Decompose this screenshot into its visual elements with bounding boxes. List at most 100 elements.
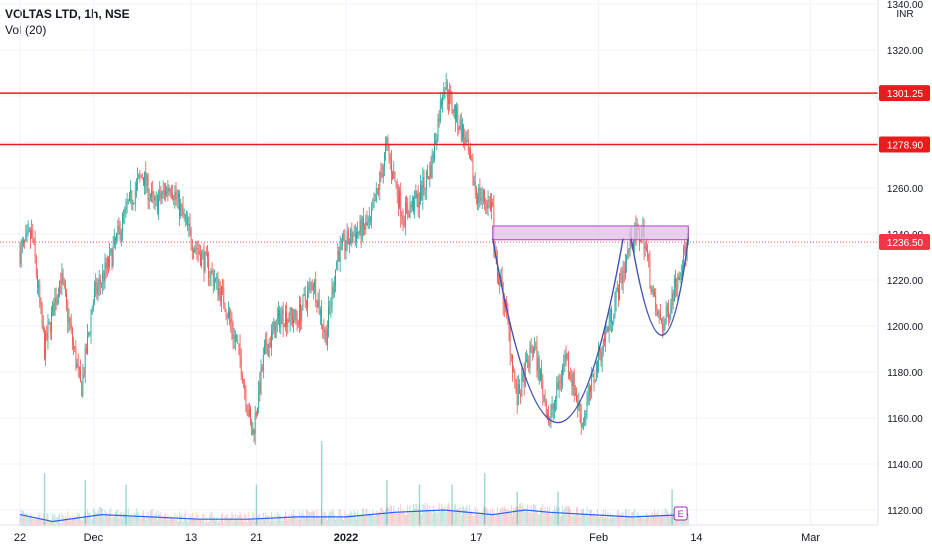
candle-body bbox=[449, 90, 451, 104]
candle-body bbox=[480, 198, 482, 201]
candle-body bbox=[453, 105, 455, 114]
candle-body bbox=[70, 324, 72, 329]
candle-body bbox=[553, 402, 555, 410]
candle-body bbox=[350, 229, 352, 243]
volume-bar bbox=[102, 509, 104, 527]
candle-body bbox=[268, 342, 270, 357]
candle-body bbox=[455, 105, 456, 121]
candle-body bbox=[31, 229, 33, 239]
candle-body bbox=[251, 420, 253, 436]
volume-bar bbox=[429, 505, 431, 527]
x-tick-label: 21 bbox=[250, 532, 262, 544]
candle-body bbox=[115, 236, 116, 241]
candle-body bbox=[402, 217, 404, 223]
candle-body bbox=[147, 175, 149, 201]
volume-bar bbox=[268, 515, 270, 527]
candle-body bbox=[585, 413, 587, 417]
x-tick-label: Feb bbox=[589, 532, 608, 544]
candle-body bbox=[183, 214, 185, 216]
volume-spike bbox=[483, 473, 486, 527]
volume-bar bbox=[557, 509, 559, 527]
candle-body bbox=[521, 372, 523, 396]
volume-bar bbox=[126, 517, 128, 527]
candle-body bbox=[679, 276, 681, 281]
volume-bar bbox=[669, 515, 671, 527]
drawings-layer[interactable]: E bbox=[0, 92, 878, 521]
volume-bar bbox=[301, 512, 303, 527]
volume-bar bbox=[337, 517, 339, 527]
volume-indicator-label[interactable]: Vol (20) bbox=[5, 23, 47, 37]
volume-bar bbox=[372, 509, 374, 527]
volume-bar bbox=[371, 515, 373, 527]
volume-bar bbox=[51, 521, 52, 527]
candle-body bbox=[41, 306, 43, 326]
candle-body bbox=[272, 330, 274, 331]
candle-body bbox=[25, 233, 27, 241]
candle-body bbox=[240, 357, 242, 376]
volume-bar bbox=[495, 513, 497, 527]
volume-bar bbox=[670, 512, 672, 527]
candle-body bbox=[372, 207, 374, 210]
volume-bar bbox=[354, 512, 356, 527]
volume-bar bbox=[40, 519, 42, 527]
volume-bar bbox=[116, 510, 118, 527]
candle-body bbox=[351, 229, 353, 243]
candle-body bbox=[189, 223, 191, 230]
volume-bar bbox=[475, 512, 477, 527]
time-axis[interactable]: 22 Dec 13 21 2022 17 Feb 14 Mar bbox=[0, 524, 878, 544]
candle-body bbox=[131, 190, 133, 205]
candle-body bbox=[279, 309, 281, 328]
volume-bar bbox=[56, 517, 58, 527]
symbol-title[interactable]: VOLTAS LTD, 1h, NSE bbox=[5, 7, 130, 21]
candle-body bbox=[640, 241, 641, 243]
candles-layer bbox=[19, 73, 689, 445]
candle-body bbox=[512, 354, 513, 372]
candle-body bbox=[145, 171, 147, 186]
candle-body bbox=[394, 171, 396, 182]
candle-body bbox=[683, 246, 685, 267]
candle-body bbox=[432, 153, 434, 160]
cup-arc bbox=[630, 238, 689, 336]
volume-bar bbox=[180, 515, 182, 527]
candle-body bbox=[158, 198, 159, 213]
volume-bar bbox=[125, 510, 127, 527]
candle-body bbox=[126, 203, 128, 204]
candle-body bbox=[380, 172, 382, 175]
candle-body bbox=[253, 429, 255, 435]
volume-bar bbox=[68, 520, 70, 527]
candle-body bbox=[217, 276, 219, 296]
volume-bar bbox=[597, 509, 598, 527]
candle-body bbox=[574, 393, 576, 396]
volume-bar bbox=[560, 515, 562, 527]
volume-bar bbox=[215, 520, 217, 527]
volume-bar bbox=[304, 517, 306, 527]
candle-body bbox=[403, 222, 405, 226]
candle-body bbox=[273, 321, 275, 331]
price-axis[interactable]: INR 1120.00 1140.00 1160.00 1180.00 1200.00 1… bbox=[877, 0, 930, 525]
last-price-badge bbox=[879, 234, 930, 251]
volume-bar bbox=[321, 509, 322, 527]
candle-body bbox=[162, 189, 164, 196]
volume-bar bbox=[209, 514, 211, 527]
volume-bar bbox=[442, 507, 444, 527]
volume-bar bbox=[481, 511, 483, 527]
volume-bar bbox=[144, 516, 145, 527]
volume-bar bbox=[671, 516, 673, 527]
volume-bar bbox=[182, 521, 184, 527]
candle-body bbox=[280, 314, 282, 328]
candle-body bbox=[420, 185, 421, 202]
candle-body bbox=[673, 278, 675, 302]
volume-bar bbox=[578, 513, 580, 527]
y-tick-label: 1200.00 bbox=[887, 322, 924, 333]
volume-bar bbox=[409, 504, 411, 527]
candle-body bbox=[627, 249, 629, 256]
earnings-marker bbox=[673, 506, 688, 521]
volume-bar bbox=[112, 516, 114, 527]
volume-bar bbox=[594, 516, 596, 527]
volume-bar bbox=[595, 514, 597, 527]
volume-bar bbox=[469, 504, 470, 527]
candle-body bbox=[38, 284, 40, 288]
candle-body bbox=[421, 185, 423, 200]
candle-body bbox=[663, 325, 665, 332]
